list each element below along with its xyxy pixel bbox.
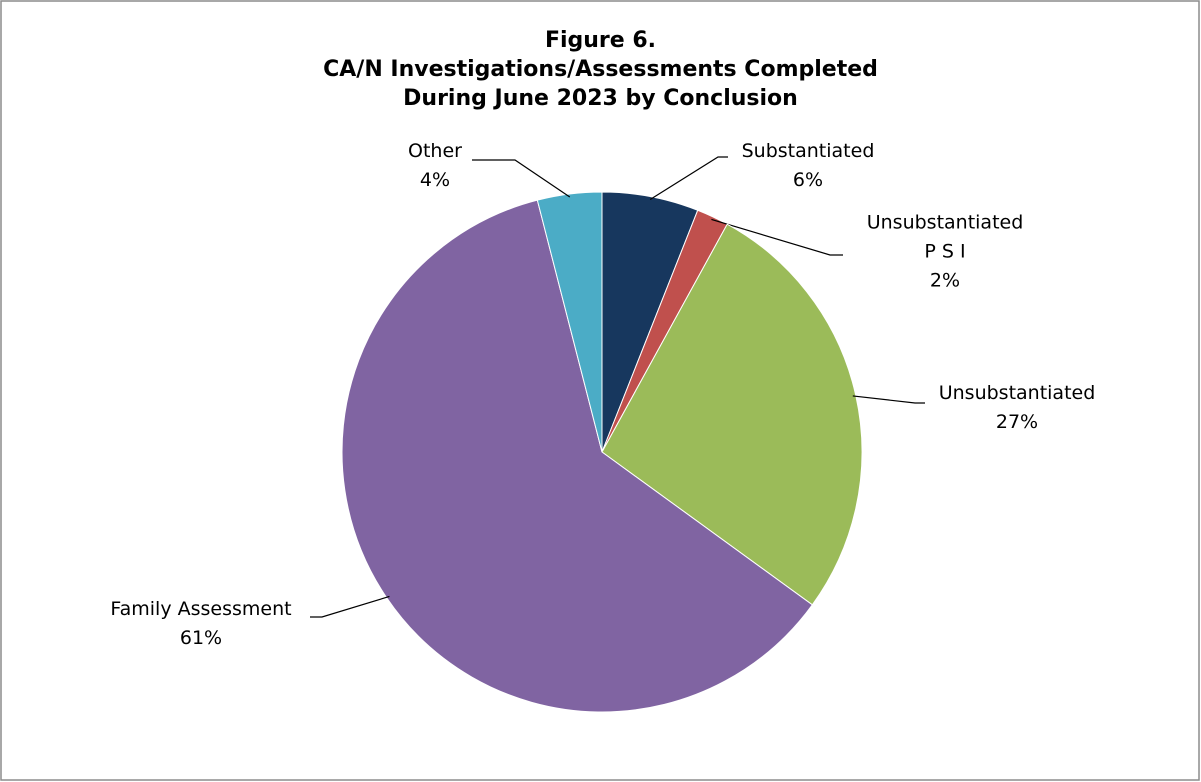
value-label: 4%: [419, 169, 451, 191]
leader-line: [649, 156, 728, 201]
chart-title: Figure 6. CA/N Investigations/Assessment…: [323, 28, 878, 111]
data-label: Other 4%: [408, 137, 462, 195]
value-label: 6%: [792, 169, 824, 191]
leader-line: [472, 159, 571, 198]
category-label: Unsubstantiated P S I: [866, 211, 1024, 263]
leader-line: [852, 395, 925, 404]
value-label: 2%: [929, 269, 961, 292]
pie-slice: [536, 191, 603, 453]
category-label: Family Assessment: [110, 598, 292, 620]
pie-slice: [341, 199, 814, 713]
data-label: Unsubstantiated P S I 2%: [867, 209, 1024, 296]
category-label: Other: [408, 140, 462, 162]
data-label: Unsubstantiated 27%: [939, 379, 1096, 437]
leader-line: [310, 595, 390, 618]
category-label: Substantiated: [741, 140, 875, 162]
pie-slice: [601, 223, 863, 606]
data-label: Family Assessment 61%: [110, 595, 291, 653]
leader-line: [711, 218, 843, 256]
value-label: 61%: [179, 627, 223, 649]
value-label: 27%: [995, 411, 1039, 433]
data-label: Substantiated 6%: [742, 137, 875, 195]
category-label: Unsubstantiated: [938, 382, 1096, 404]
